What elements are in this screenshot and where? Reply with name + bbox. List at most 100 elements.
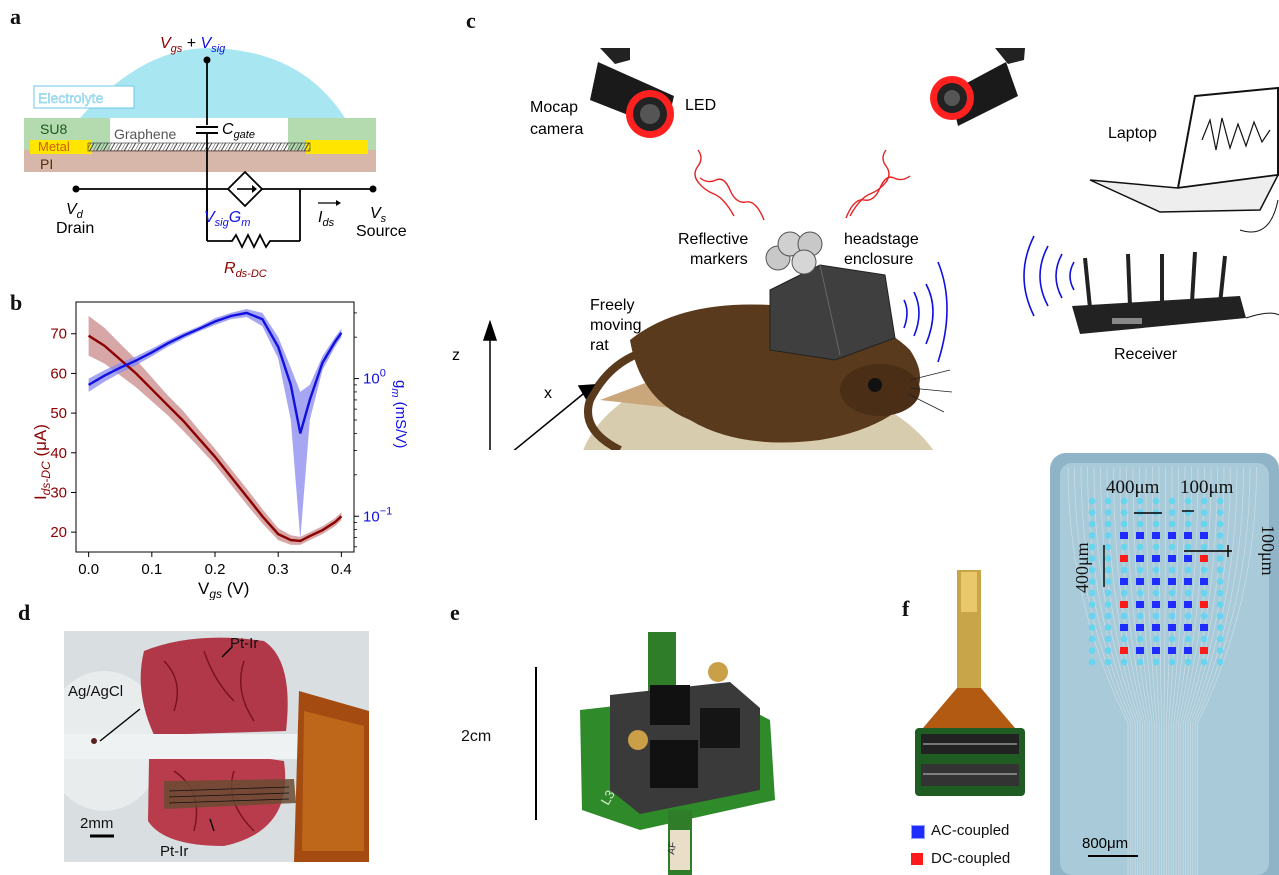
array-contact xyxy=(1104,612,1112,620)
array-contact xyxy=(1088,624,1096,631)
array-contact xyxy=(1104,555,1112,562)
array-contact xyxy=(1088,635,1096,643)
array-contact xyxy=(1104,543,1112,551)
array-contact xyxy=(1184,658,1192,666)
array-channel xyxy=(1120,578,1128,585)
array-contact xyxy=(1168,509,1176,516)
panel-label-c: c xyxy=(466,8,476,33)
array-channel xyxy=(1152,624,1160,631)
experimental-setup-diagram: Mocap camera LED Reflective markers head… xyxy=(452,48,1279,450)
vs-label: Vs xyxy=(370,205,387,225)
mocap-label-2: camera xyxy=(530,121,583,138)
array-channel xyxy=(1136,555,1144,562)
array-contact xyxy=(1104,509,1112,516)
array-trace xyxy=(1192,466,1244,875)
array-contact xyxy=(1136,635,1144,643)
array-contact xyxy=(1168,658,1176,666)
scale-2cm-label: 2cm xyxy=(461,728,492,745)
array-contact xyxy=(1136,658,1144,666)
ir-ray-4 xyxy=(845,175,911,219)
array-contact xyxy=(1088,578,1096,585)
headstage-board-photo: L3 AF xyxy=(580,632,775,875)
metal-right xyxy=(306,140,368,154)
receiver-icon xyxy=(1072,251,1279,334)
gate-voltage-label: Vgs + Vsig xyxy=(160,35,226,55)
array-contact xyxy=(1184,520,1192,528)
gfet-schematic: Electrolyte SU8 Metal PI Graphene Cgate … xyxy=(24,35,407,280)
ir-ray-2 xyxy=(699,177,765,221)
array-contact xyxy=(1200,520,1208,528)
array-channel xyxy=(1120,555,1128,562)
ir-ray-1 xyxy=(694,149,735,217)
pi-label: PI xyxy=(40,156,53,172)
pt-ir-top-label: Pt-Ir xyxy=(230,635,259,652)
x-tick-label: 0.4 xyxy=(331,561,352,578)
array-channel xyxy=(1120,624,1128,631)
array-channel xyxy=(1184,647,1192,654)
array-channel xyxy=(1120,532,1128,539)
array-contact xyxy=(1200,509,1208,516)
array-contact xyxy=(1088,497,1096,505)
brain-implant-photo: Pt-Ir Ag/AgCl 2mm Pt-Ir xyxy=(64,631,369,862)
su8-label: SU8 xyxy=(40,121,67,137)
array-contact xyxy=(1136,543,1144,551)
electrolyte-label: Electrolyte xyxy=(38,90,104,106)
y-left-tick-label: 20 xyxy=(50,524,67,541)
array-contact xyxy=(1152,566,1160,574)
array-channel xyxy=(1136,624,1144,631)
series-line-1 xyxy=(87,311,343,434)
array-contact xyxy=(1200,635,1208,643)
panel-label-f: f xyxy=(902,596,910,621)
array-channel xyxy=(1200,624,1208,631)
array-trace xyxy=(1185,466,1225,875)
array-channel xyxy=(1152,647,1160,654)
array-contact xyxy=(1088,555,1096,562)
array-trace xyxy=(1126,466,1150,875)
x-tick-label: 0.2 xyxy=(205,561,226,578)
electrolyte-box xyxy=(33,85,135,109)
array-trace xyxy=(1194,466,1251,875)
metal-label: Metal xyxy=(38,139,70,154)
y-axis-right-label: gm (mS/V) xyxy=(389,380,409,448)
headstage-label-2: enclosure xyxy=(844,251,913,268)
array-contact xyxy=(1216,566,1224,574)
array-contact xyxy=(1088,520,1096,528)
array-channel xyxy=(1152,555,1160,562)
electrode-array-image: 400μm 100μm 400μm 100μm 800μm xyxy=(1050,453,1279,875)
legend-ac-swatch xyxy=(911,825,925,839)
array-channel xyxy=(1184,555,1192,562)
array-contact xyxy=(1088,532,1096,539)
connector-label: AF xyxy=(666,841,679,855)
graphene-channel xyxy=(87,142,311,152)
array-contact xyxy=(1216,647,1224,654)
array-contact xyxy=(1200,566,1208,574)
array-channel xyxy=(1120,647,1128,654)
array-channel xyxy=(1168,578,1176,585)
array-contact xyxy=(1216,635,1224,643)
array-contact xyxy=(1104,647,1112,654)
array-contact xyxy=(1216,497,1224,505)
array-contact xyxy=(1104,589,1112,597)
array-contact xyxy=(1184,543,1192,551)
array-contact xyxy=(1152,543,1160,551)
array-channel xyxy=(1184,624,1192,631)
array-contact xyxy=(1216,509,1224,516)
array-trace xyxy=(1145,466,1158,875)
legend-dc-swatch xyxy=(911,853,923,865)
array-contact xyxy=(1216,612,1224,620)
scale-800-label: 800μm xyxy=(1082,835,1129,852)
panel-label-b: b xyxy=(10,290,23,315)
array-contact xyxy=(1088,589,1096,597)
array-contact xyxy=(1136,612,1144,620)
array-contact xyxy=(1120,589,1128,597)
y-left-tick-label: 30 xyxy=(50,484,67,501)
array-channel xyxy=(1200,578,1208,585)
array-contact xyxy=(1184,497,1192,505)
array-channel xyxy=(1200,647,1208,654)
drain-label: Drain xyxy=(56,220,94,237)
array-contact xyxy=(1120,566,1128,574)
dim-400-top-label: 400μm xyxy=(1106,477,1160,498)
laptop-label: Laptop xyxy=(1108,125,1157,142)
vd-label: Vd xyxy=(66,201,84,221)
y-left-tick-label: 40 xyxy=(50,445,67,462)
